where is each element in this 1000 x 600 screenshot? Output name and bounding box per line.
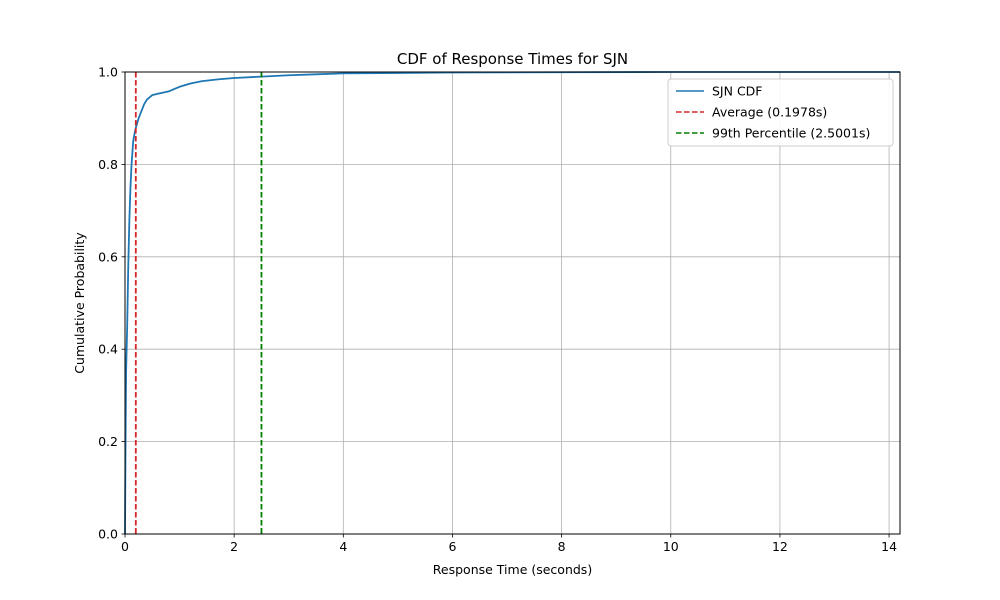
legend: SJN CDF Average (0.1978s) 99th Percentil… xyxy=(667,78,894,147)
series-line-sjn-cdf xyxy=(124,71,900,535)
y-tick-label: 0.4 xyxy=(98,342,118,357)
x-tick-label: 4 xyxy=(339,539,347,554)
x-tick-label: 14 xyxy=(881,539,897,554)
y-axis-label: Cumulative Probability xyxy=(72,232,87,374)
chart-title: CDF of Response Times for SJN xyxy=(397,50,628,68)
legend-label-99th-percentile: 99th Percentile (2.5001s) xyxy=(712,126,870,141)
x-tick-label: 2 xyxy=(230,539,238,554)
plot-lines xyxy=(124,71,900,535)
legend-label-sjn-cdf: SJN CDF xyxy=(712,84,763,99)
x-tick-label: 6 xyxy=(448,539,456,554)
x-tick-label: 8 xyxy=(558,539,566,554)
x-tick-label: 0 xyxy=(121,539,129,554)
y-tick-label: 0.0 xyxy=(98,527,118,542)
x-axis-label: Response Time (seconds) xyxy=(433,562,592,577)
x-tick-label: 12 xyxy=(772,539,788,554)
y-tick-label: 0.2 xyxy=(98,434,118,449)
legend-box xyxy=(667,78,894,147)
y-tick-label: 1.0 xyxy=(98,65,118,80)
axes-frame xyxy=(124,71,901,535)
x-tick-label: 10 xyxy=(663,539,679,554)
y-tick-label: 0.8 xyxy=(98,157,118,172)
ticks: 0 2 4 6 8 10 12 14 0.0 0.2 0.4 0.6 0.8 1.0 xyxy=(98,65,897,555)
y-tick-label: 0.6 xyxy=(98,249,118,264)
legend-label-average: Average (0.1978s) xyxy=(712,105,827,120)
